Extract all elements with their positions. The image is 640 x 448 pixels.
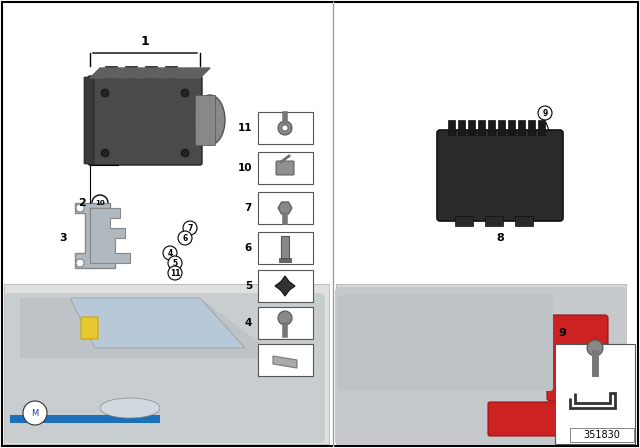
Circle shape bbox=[76, 259, 84, 267]
FancyBboxPatch shape bbox=[337, 295, 553, 391]
Text: 8: 8 bbox=[496, 233, 504, 243]
Ellipse shape bbox=[195, 95, 225, 145]
FancyBboxPatch shape bbox=[276, 161, 294, 175]
Bar bbox=[258, 232, 313, 264]
Bar bbox=[570, 428, 634, 442]
Circle shape bbox=[278, 311, 292, 325]
Circle shape bbox=[282, 125, 288, 131]
Polygon shape bbox=[90, 208, 130, 263]
Bar bbox=[4, 284, 329, 444]
Bar bbox=[485, 216, 503, 226]
Text: 3: 3 bbox=[59, 233, 67, 243]
Polygon shape bbox=[273, 356, 297, 368]
Bar bbox=[518, 120, 525, 135]
Circle shape bbox=[101, 149, 109, 157]
Circle shape bbox=[163, 246, 177, 260]
Bar bbox=[538, 120, 545, 135]
FancyBboxPatch shape bbox=[81, 317, 98, 339]
Polygon shape bbox=[90, 68, 210, 78]
Text: 7: 7 bbox=[188, 224, 193, 233]
Circle shape bbox=[168, 266, 182, 280]
Text: 9: 9 bbox=[542, 108, 548, 117]
Bar bbox=[258, 192, 313, 224]
Bar bbox=[528, 120, 535, 135]
Bar bbox=[478, 120, 485, 135]
FancyBboxPatch shape bbox=[88, 76, 202, 165]
Circle shape bbox=[587, 340, 603, 356]
Bar bbox=[336, 284, 626, 444]
Bar bbox=[258, 307, 313, 339]
Text: 6: 6 bbox=[244, 243, 252, 253]
Polygon shape bbox=[75, 203, 115, 268]
Circle shape bbox=[168, 256, 182, 270]
Bar bbox=[258, 270, 313, 302]
Bar bbox=[195, 95, 215, 145]
Polygon shape bbox=[20, 298, 280, 358]
Circle shape bbox=[538, 106, 552, 120]
Text: 9: 9 bbox=[558, 328, 566, 338]
Text: 4: 4 bbox=[168, 249, 173, 258]
Bar bbox=[498, 120, 505, 135]
FancyBboxPatch shape bbox=[335, 287, 627, 445]
FancyBboxPatch shape bbox=[84, 77, 94, 164]
Text: 10: 10 bbox=[95, 200, 105, 206]
Circle shape bbox=[23, 401, 47, 425]
Text: 2: 2 bbox=[78, 198, 86, 208]
Bar bbox=[279, 258, 291, 262]
FancyBboxPatch shape bbox=[547, 315, 608, 401]
Bar bbox=[165, 66, 177, 78]
Text: 11: 11 bbox=[237, 123, 252, 133]
Bar bbox=[455, 216, 473, 226]
Bar bbox=[145, 66, 157, 78]
Circle shape bbox=[183, 221, 197, 235]
Text: 5: 5 bbox=[172, 258, 177, 267]
Text: 1: 1 bbox=[141, 35, 149, 48]
Polygon shape bbox=[278, 202, 292, 214]
Bar bbox=[515, 216, 533, 226]
Circle shape bbox=[76, 204, 84, 212]
Text: 351830: 351830 bbox=[584, 430, 620, 440]
FancyBboxPatch shape bbox=[437, 130, 563, 221]
Text: M: M bbox=[31, 409, 38, 418]
Bar bbox=[508, 120, 515, 135]
Text: 10: 10 bbox=[237, 163, 252, 173]
Bar bbox=[488, 120, 495, 135]
Bar bbox=[258, 152, 313, 184]
FancyBboxPatch shape bbox=[5, 293, 325, 443]
Bar bbox=[105, 66, 117, 78]
Bar bbox=[281, 236, 289, 260]
Bar bbox=[555, 344, 635, 444]
Circle shape bbox=[278, 121, 292, 135]
Text: 5: 5 bbox=[244, 281, 252, 291]
Polygon shape bbox=[275, 276, 295, 296]
Bar bbox=[458, 120, 465, 135]
Circle shape bbox=[181, 89, 189, 97]
Bar bbox=[468, 120, 475, 135]
FancyBboxPatch shape bbox=[529, 301, 543, 321]
Bar bbox=[448, 120, 455, 135]
Circle shape bbox=[181, 149, 189, 157]
Polygon shape bbox=[70, 298, 245, 348]
Text: 6: 6 bbox=[182, 233, 188, 242]
Circle shape bbox=[101, 89, 109, 97]
Ellipse shape bbox=[100, 398, 160, 418]
Bar bbox=[258, 112, 313, 144]
Circle shape bbox=[92, 195, 108, 211]
Text: 11: 11 bbox=[170, 268, 180, 277]
Bar bbox=[10, 415, 160, 423]
Text: 7: 7 bbox=[244, 203, 252, 213]
Bar bbox=[258, 344, 313, 376]
Text: 4: 4 bbox=[244, 318, 252, 328]
FancyBboxPatch shape bbox=[488, 402, 612, 436]
Bar bbox=[125, 66, 137, 78]
Circle shape bbox=[178, 231, 192, 245]
